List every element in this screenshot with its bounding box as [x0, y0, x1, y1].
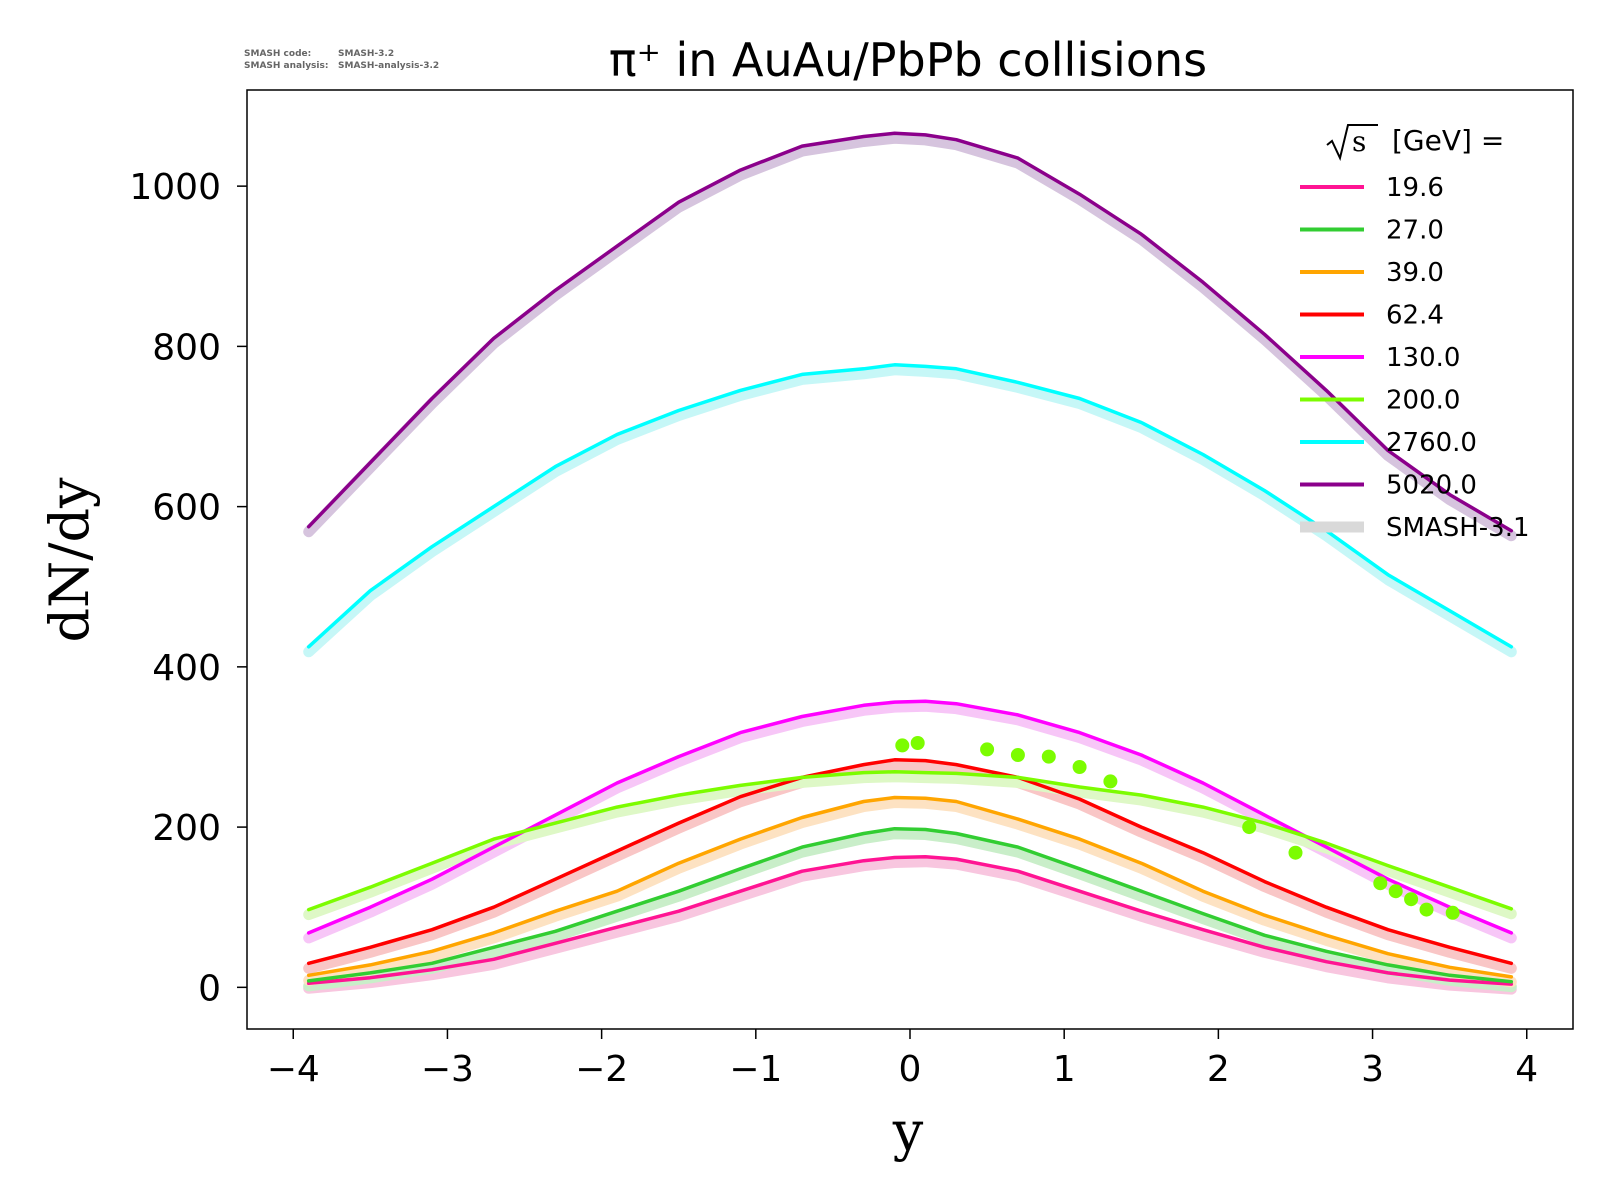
legend-label-reference: SMASH-3.1: [1386, 513, 1530, 543]
x-axis-ticks: −4 −3 −2 −1 0 1 2 3 4: [267, 1029, 1538, 1090]
series-line-5020-0: [306, 131, 1514, 533]
data-point: [1404, 892, 1419, 907]
data-point: [1072, 760, 1087, 774]
x-tick-label: 0: [899, 1049, 922, 1090]
data-point: [1419, 902, 1434, 917]
reference-band-27-0: [303, 828, 1517, 993]
y-tick-label: 400: [152, 648, 221, 689]
legend-entries: 19.6 27.0 39.0 62.4 130.0 200.0 2760.0 5020.0 SM…: [1300, 173, 1530, 543]
smash-analysis-value: SMASH-analysis-3.2: [338, 61, 439, 71]
chart-title: π⁺ in AuAu/PbPb collisions: [609, 33, 1207, 87]
data-markers: [895, 736, 1460, 920]
reference-band-2760-0: [303, 364, 1517, 658]
reference-band-130-0: [303, 700, 1517, 944]
reference-band-200-0: [303, 771, 1517, 921]
x-tick-label: −4: [267, 1049, 320, 1090]
legend-title-text: [GeV] =: [1392, 124, 1504, 157]
data-point: [1373, 876, 1388, 891]
legend-label-200-0: 200.0: [1386, 386, 1460, 416]
data-point: [1288, 845, 1303, 860]
x-tick-label: −1: [729, 1049, 782, 1090]
smash-code-value: SMASH-3.2: [338, 49, 394, 59]
sqrt-icon: [1326, 124, 1378, 161]
reference-bands: [303, 132, 1517, 995]
series-line-62-4: [306, 758, 1514, 966]
smash-code-label: SMASH code:: [244, 49, 311, 59]
data-point: [1010, 748, 1025, 762]
series-line-2760-0: [306, 363, 1514, 649]
plot-frame: [246, 89, 1574, 1030]
data-point: [1041, 749, 1056, 764]
smash-analysis-label: SMASH analysis:: [244, 61, 328, 71]
x-tick-label: −3: [421, 1049, 474, 1090]
legend-label-39-0: 39.0: [1386, 258, 1444, 288]
legend-title-sqrt: s: [1352, 125, 1366, 158]
data-point: [910, 736, 925, 750]
y-tick-label: 1000: [129, 167, 221, 208]
legend-label-27-0: 27.0: [1386, 216, 1444, 246]
reference-band-39-0: [303, 797, 1517, 988]
data-point: [1103, 774, 1118, 789]
series-line-130-0: [306, 699, 1514, 935]
y-tick-label: 600: [152, 488, 221, 529]
legend-label-5020-0: 5020.0: [1386, 471, 1477, 501]
reference-band-19-6: [303, 856, 1517, 995]
y-tick-label: 0: [198, 968, 221, 1009]
y-tick-label: 200: [152, 808, 221, 849]
series-line-27-0: [306, 826, 1514, 984]
legend-label-130-0: 130.0: [1386, 343, 1460, 373]
legend-title: s [GeV] =: [1326, 124, 1504, 161]
x-tick-label: 3: [1361, 1049, 1384, 1090]
data-point: [1445, 905, 1460, 920]
data-point: [1388, 884, 1403, 899]
x-axis-label: y: [892, 1100, 924, 1163]
data-point: [980, 742, 995, 757]
y-tick-label: 800: [152, 327, 221, 368]
legend: s [GeV] = 19.6 27.0 39.0 62.4 130.0 200.0 2760…: [1300, 124, 1530, 543]
x-tick-label: 1: [1053, 1049, 1076, 1090]
x-tick-label: 2: [1207, 1049, 1230, 1090]
y-axis-ticks: 0 200 400 600 800 1000: [129, 167, 247, 1009]
series-line-39-0: [306, 795, 1514, 979]
legend-label-62-4: 62.4: [1386, 301, 1444, 331]
legend-label-19-6: 19.6: [1386, 173, 1444, 203]
x-tick-label: −2: [575, 1049, 628, 1090]
y-axis-label: dN/dy: [38, 477, 101, 643]
data-point: [895, 738, 910, 753]
series-lines: [306, 131, 1514, 986]
legend-label-2760-0: 2760.0: [1386, 428, 1477, 458]
series-line-200-0: [306, 770, 1514, 912]
reference-band-62-4: [303, 759, 1517, 974]
reference-band-5020-0: [303, 132, 1517, 542]
series-line-19-6: [306, 854, 1514, 986]
data-point: [1242, 820, 1257, 835]
smash-version-info: SMASH code: SMASH-3.2 SMASH analysis: SM…: [244, 49, 439, 71]
x-tick-label: 4: [1515, 1049, 1538, 1090]
